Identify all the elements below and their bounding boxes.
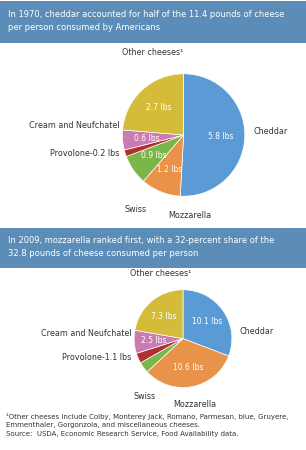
Text: Cheddar: Cheddar xyxy=(254,127,288,136)
Wedge shape xyxy=(136,338,183,363)
Wedge shape xyxy=(126,135,184,181)
Text: Cheddar: Cheddar xyxy=(239,327,274,336)
Wedge shape xyxy=(140,338,183,372)
Text: 0.6 lbs: 0.6 lbs xyxy=(134,134,160,143)
Text: In 2009, mozzarella ranked first, with a 32-percent share of the
32.8 pounds of : In 2009, mozzarella ranked first, with a… xyxy=(8,236,274,258)
Text: 2.7 lbs: 2.7 lbs xyxy=(146,104,171,112)
Text: Swiss: Swiss xyxy=(134,392,156,401)
Wedge shape xyxy=(123,74,184,135)
Text: 2.5 lbs: 2.5 lbs xyxy=(141,336,166,345)
Text: 10.6 lbs: 10.6 lbs xyxy=(174,363,204,372)
Wedge shape xyxy=(135,290,183,338)
Text: Other cheeses¹: Other cheeses¹ xyxy=(130,269,192,278)
Wedge shape xyxy=(147,338,229,387)
Text: 7.3 lbs: 7.3 lbs xyxy=(151,312,177,321)
Wedge shape xyxy=(144,135,184,196)
Text: Mozzarella: Mozzarella xyxy=(174,400,217,409)
Text: 1.2 lbs: 1.2 lbs xyxy=(157,165,182,174)
Text: Cream and Neufchatel: Cream and Neufchatel xyxy=(29,122,119,130)
Wedge shape xyxy=(183,290,232,356)
Text: In 1970, cheddar accounted for half of the 11.4 pounds of cheese
per person cons: In 1970, cheddar accounted for half of t… xyxy=(8,10,284,32)
Wedge shape xyxy=(122,130,184,150)
Text: Provolone-1.1 lbs: Provolone-1.1 lbs xyxy=(62,353,132,362)
Text: 0.9 lbs: 0.9 lbs xyxy=(141,151,166,160)
Text: Provolone-0.2 lbs: Provolone-0.2 lbs xyxy=(50,149,119,158)
Text: ¹Other cheeses include Colby, Monterey Jack, Romano, Parmesan, blue, Gruyere,
Em: ¹Other cheeses include Colby, Monterey J… xyxy=(6,413,289,436)
Text: Other cheeses¹: Other cheeses¹ xyxy=(122,48,184,57)
Text: Swiss: Swiss xyxy=(125,205,147,214)
Wedge shape xyxy=(134,330,183,353)
Text: 5.8 lbs: 5.8 lbs xyxy=(207,131,233,140)
Text: 10.1 lbs: 10.1 lbs xyxy=(192,318,222,327)
Text: Mozzarella: Mozzarella xyxy=(168,212,211,220)
Text: Cream and Neufchatel: Cream and Neufchatel xyxy=(41,329,132,338)
Wedge shape xyxy=(124,135,184,157)
Wedge shape xyxy=(180,74,245,196)
